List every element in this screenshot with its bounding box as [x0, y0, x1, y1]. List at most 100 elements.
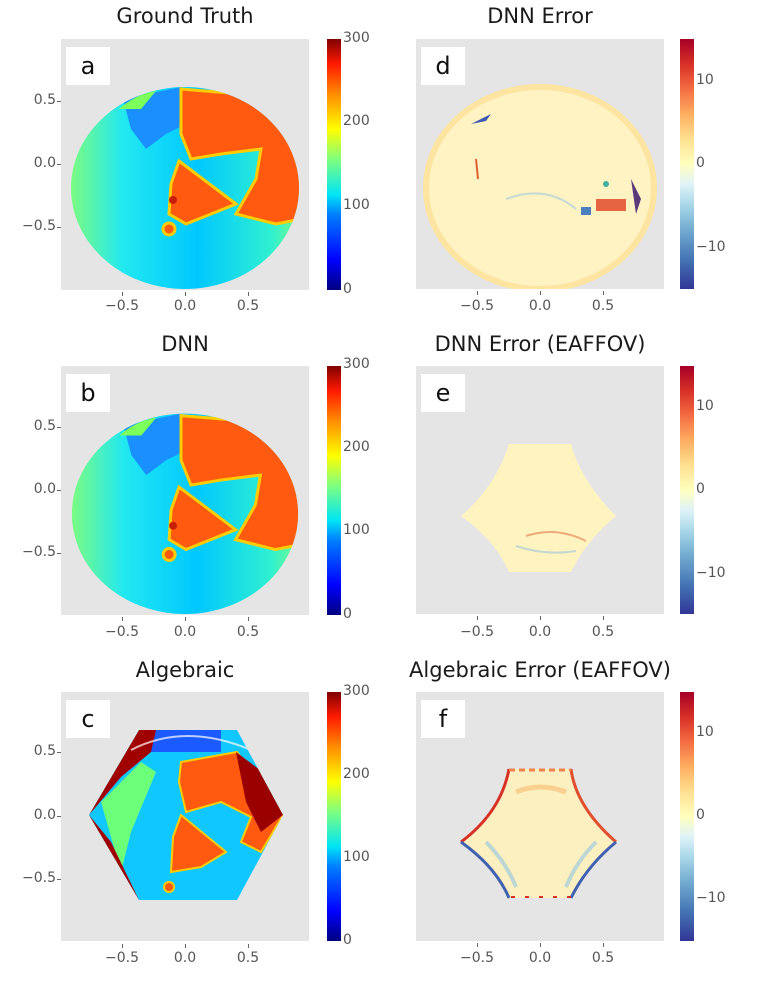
x-tick-label: 0.5	[591, 950, 615, 966]
x-tick-label: −0.5	[460, 950, 494, 966]
x-tick-mark	[477, 616, 478, 620]
y-tick-mark	[57, 553, 61, 554]
colorbar-tick: 100	[343, 522, 370, 538]
left-column: Ground Truth a	[0, 0, 380, 983]
heatmap-algebraic	[89, 730, 283, 900]
x-tick-mark	[185, 944, 186, 948]
colorbar-jet	[327, 692, 341, 941]
plot-area: e	[416, 366, 664, 614]
x-tick-mark	[477, 291, 478, 295]
x-tick-label: 0.5	[591, 624, 615, 640]
x-tick-mark	[477, 943, 478, 947]
x-tick-mark	[122, 617, 123, 621]
colorbar-error	[680, 692, 694, 941]
colorbar-tick: 0	[696, 155, 705, 171]
colorbar-tick: 10	[696, 724, 714, 740]
plot-area: b	[61, 366, 309, 615]
panel-letter: c	[66, 700, 110, 738]
x-tick-label: 0.0	[173, 298, 197, 314]
y-tick-label: −0.5	[22, 544, 56, 560]
colorbar-tick: 0	[696, 481, 705, 497]
x-tick-label: 0.0	[173, 624, 197, 640]
x-tick-mark	[248, 617, 249, 621]
panel-title: DNN Error (EAFFOV)	[434, 332, 646, 356]
plot-area: c	[61, 692, 309, 941]
x-tick-mark	[603, 616, 604, 620]
plot-area: f	[416, 692, 664, 941]
y-tick-label: 0.0	[33, 481, 56, 497]
y-tick-label: −0.5	[22, 870, 56, 886]
panel-title: Ground Truth	[116, 4, 254, 28]
colorbar-tick: 0	[696, 807, 705, 823]
x-tick-label: 0.0	[528, 950, 552, 966]
x-tick-label: 0.5	[236, 950, 260, 966]
x-tick-mark	[540, 291, 541, 295]
panel-title: Algebraic	[135, 658, 235, 682]
y-tick-label: −0.5	[22, 218, 56, 234]
y-tick-label: 0.5	[33, 418, 56, 434]
x-tick-mark	[540, 943, 541, 947]
heatmap-ground-truth	[71, 87, 299, 289]
x-tick-label: 0.0	[528, 624, 552, 640]
x-tick-label: 0.5	[591, 298, 615, 314]
colorbar-tick: 200	[343, 113, 370, 129]
heatmap-dnn-error	[423, 84, 657, 289]
x-tick-mark	[185, 617, 186, 621]
colorbar-tick: 10	[696, 398, 714, 414]
colorbar-error	[680, 39, 694, 289]
x-tick-mark	[540, 616, 541, 620]
plot-area: a	[61, 39, 309, 290]
colorbar-tick: 0	[343, 606, 352, 622]
panel-letter: f	[421, 700, 465, 738]
x-tick-mark	[185, 292, 186, 296]
colorbar-tick: 0	[343, 281, 352, 297]
colorbar-jet	[327, 39, 341, 290]
panel-title: DNN	[161, 332, 209, 356]
x-tick-mark	[122, 944, 123, 948]
colorbar-tick: 300	[343, 356, 370, 372]
colorbar-tick: −10	[696, 565, 726, 581]
x-tick-label: 0.0	[173, 950, 197, 966]
right-column: DNN Error d −0.5 0.0 0.5 10 0 −10	[380, 0, 761, 983]
heatmap-algebraic-error-eaffov	[460, 768, 617, 899]
y-tick-mark	[57, 227, 61, 228]
colorbar-tick: 100	[343, 197, 370, 213]
panel-title: Algebraic Error (EAFFOV)	[409, 658, 671, 682]
x-tick-mark	[248, 292, 249, 296]
x-tick-label: −0.5	[105, 298, 139, 314]
colorbar-tick: 10	[696, 72, 714, 88]
x-tick-label: 0.5	[236, 298, 260, 314]
colorbar-error	[680, 366, 694, 614]
x-tick-mark	[603, 291, 604, 295]
y-tick-mark	[57, 879, 61, 880]
colorbar-tick: 300	[343, 683, 370, 699]
colorbar-tick: 300	[343, 30, 370, 46]
heatmap-dnn-error-eaffov	[461, 444, 616, 572]
x-tick-label: 0.5	[236, 624, 260, 640]
y-tick-mark	[57, 427, 61, 428]
y-tick-label: 0.5	[33, 743, 56, 759]
panel-letter: e	[421, 374, 465, 412]
colorbar-tick: 200	[343, 766, 370, 782]
x-tick-label: −0.5	[105, 624, 139, 640]
panel-title: DNN Error	[487, 4, 593, 28]
y-tick-mark	[57, 816, 61, 817]
colorbar-tick: 200	[343, 439, 370, 455]
y-tick-mark	[57, 101, 61, 102]
colorbar-tick: 100	[343, 849, 370, 865]
panel-letter: a	[66, 47, 110, 85]
panel-letter: d	[421, 47, 465, 85]
panel-letter: b	[66, 374, 110, 412]
y-tick-mark	[57, 164, 61, 165]
y-tick-label: 0.0	[33, 155, 56, 171]
heatmap-dnn	[71, 413, 299, 615]
x-tick-label: −0.5	[105, 950, 139, 966]
x-tick-label: −0.5	[460, 298, 494, 314]
colorbar-tick: 0	[343, 932, 352, 948]
y-tick-label: 0.5	[33, 92, 56, 108]
y-tick-label: 0.0	[33, 807, 56, 823]
colorbar-jet	[327, 366, 341, 615]
y-tick-mark	[57, 490, 61, 491]
x-tick-mark	[248, 944, 249, 948]
colorbar-tick: −10	[696, 890, 726, 906]
